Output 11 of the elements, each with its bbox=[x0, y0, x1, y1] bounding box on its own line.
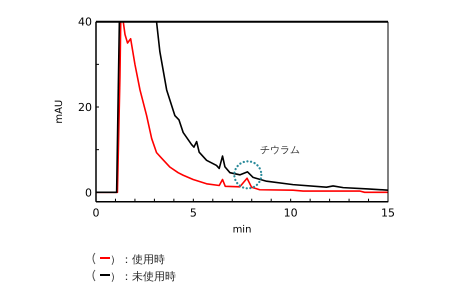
legend-label: ）：未使用時 bbox=[110, 270, 176, 283]
annotation: チウラム bbox=[260, 144, 300, 156]
x-tick-label: 15 bbox=[381, 206, 395, 220]
x-tick-label: 10 bbox=[284, 206, 298, 220]
y-axis-title: mAU bbox=[54, 100, 65, 124]
y-tick-label: 0 bbox=[85, 186, 92, 200]
legend-label: ）：使用時 bbox=[110, 253, 165, 266]
y-tick-label: 20 bbox=[78, 101, 92, 114]
x-tick-label: 5 bbox=[190, 206, 197, 220]
y-tick-label: 40 bbox=[78, 16, 92, 29]
x-axis-title: min bbox=[232, 224, 252, 236]
